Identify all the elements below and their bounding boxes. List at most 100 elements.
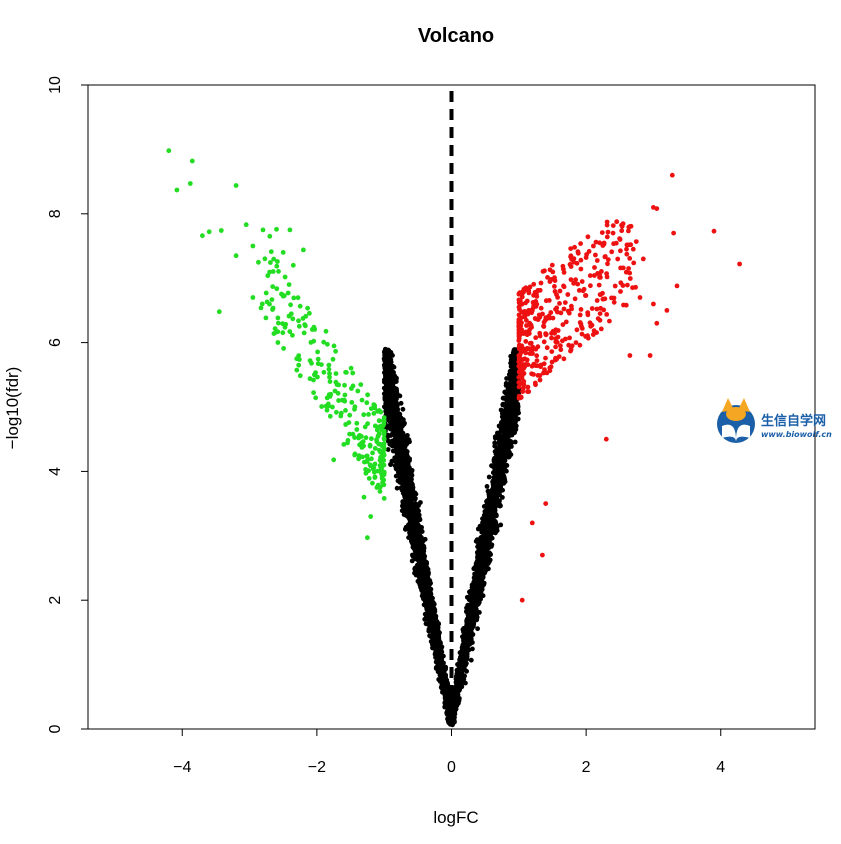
point-ns [513, 423, 518, 428]
point-ns [486, 566, 491, 572]
point-ns [439, 686, 445, 691]
point-ns [392, 455, 398, 461]
point-ns [481, 504, 487, 509]
point-ns [387, 441, 393, 447]
point-ns [475, 581, 481, 587]
point-ns [486, 474, 492, 480]
point-ns [476, 599, 482, 605]
point-ns [406, 497, 411, 503]
point-ns [497, 453, 503, 459]
point-ns [474, 613, 479, 619]
point-ns [407, 439, 412, 445]
point-ns [454, 690, 460, 696]
point-ns [493, 504, 499, 509]
point-ns [384, 366, 389, 372]
point-ns [501, 417, 507, 423]
point-ns [392, 463, 398, 469]
chart-title: Volcano [418, 25, 494, 47]
point-ns [497, 476, 502, 482]
point-ns [504, 425, 510, 431]
point-ns [452, 701, 458, 707]
point-ns [478, 586, 483, 592]
point-ns [402, 420, 407, 426]
point-ns [386, 355, 391, 361]
point-ns [497, 460, 503, 466]
point-ns [476, 551, 482, 556]
point-ns [398, 400, 404, 406]
point-ns [394, 375, 399, 381]
point-ns [480, 582, 485, 587]
point-ns [498, 464, 503, 470]
point-ns [515, 416, 521, 422]
point-ns [447, 696, 453, 701]
point-ns [410, 552, 415, 558]
point-ns [507, 449, 512, 455]
point-ns [479, 576, 484, 582]
point-ns [437, 656, 443, 662]
point-ns [423, 621, 429, 627]
point-ns [386, 391, 392, 396]
point-ns [418, 500, 423, 505]
point-ns [492, 443, 498, 449]
point-ns [475, 592, 481, 598]
point-ns [484, 484, 490, 489]
point-ns [386, 370, 392, 376]
point-ns [394, 485, 400, 491]
point-ns [388, 351, 393, 357]
point-ns [470, 646, 475, 652]
point-ns [472, 587, 477, 593]
point-ns [487, 557, 493, 563]
point-ns [497, 503, 503, 509]
point-ns [502, 479, 508, 485]
point-ns [475, 626, 480, 632]
point-ns [404, 449, 410, 455]
point-ns [474, 570, 480, 576]
point-ns [393, 442, 399, 448]
point-ns [413, 570, 419, 575]
point-ns [431, 602, 436, 607]
point-ns [399, 487, 405, 493]
point-ns [463, 680, 468, 686]
point-ns [504, 468, 509, 474]
point-ns [385, 447, 391, 452]
point-ns [511, 355, 517, 361]
point-ns [511, 350, 517, 355]
point-ns [426, 601, 432, 606]
point-ns [494, 523, 500, 529]
point-ns [497, 485, 503, 491]
point-ns [388, 359, 394, 365]
point-ns [390, 448, 396, 454]
point-ns [437, 630, 442, 636]
point-ns [402, 460, 408, 465]
point-ns [481, 536, 487, 542]
point-ns [467, 589, 473, 595]
point-ns [488, 499, 494, 505]
data-points [166, 148, 742, 728]
point-ns [409, 536, 415, 542]
point-ns [395, 451, 400, 457]
point-ns [400, 406, 406, 412]
point-ns [412, 548, 418, 553]
point-ns [445, 681, 451, 687]
point-ns [421, 573, 426, 578]
point-ns [501, 474, 507, 479]
point-ns [421, 561, 427, 567]
point-ns [500, 395, 506, 401]
point-ns [381, 356, 387, 362]
point-ns [433, 665, 439, 670]
point-ns [509, 363, 515, 368]
point-ns [390, 363, 396, 369]
point-ns [512, 439, 518, 445]
point-ns [485, 499, 491, 505]
point-ns [433, 651, 438, 657]
point-ns [393, 473, 399, 479]
point-ns [409, 558, 415, 564]
point-ns [468, 657, 474, 663]
point-ns [460, 674, 466, 680]
point-ns [489, 544, 494, 549]
point-ns [486, 532, 492, 538]
point-ns [511, 388, 517, 394]
point-ns [496, 441, 502, 447]
point-ns [405, 433, 410, 438]
